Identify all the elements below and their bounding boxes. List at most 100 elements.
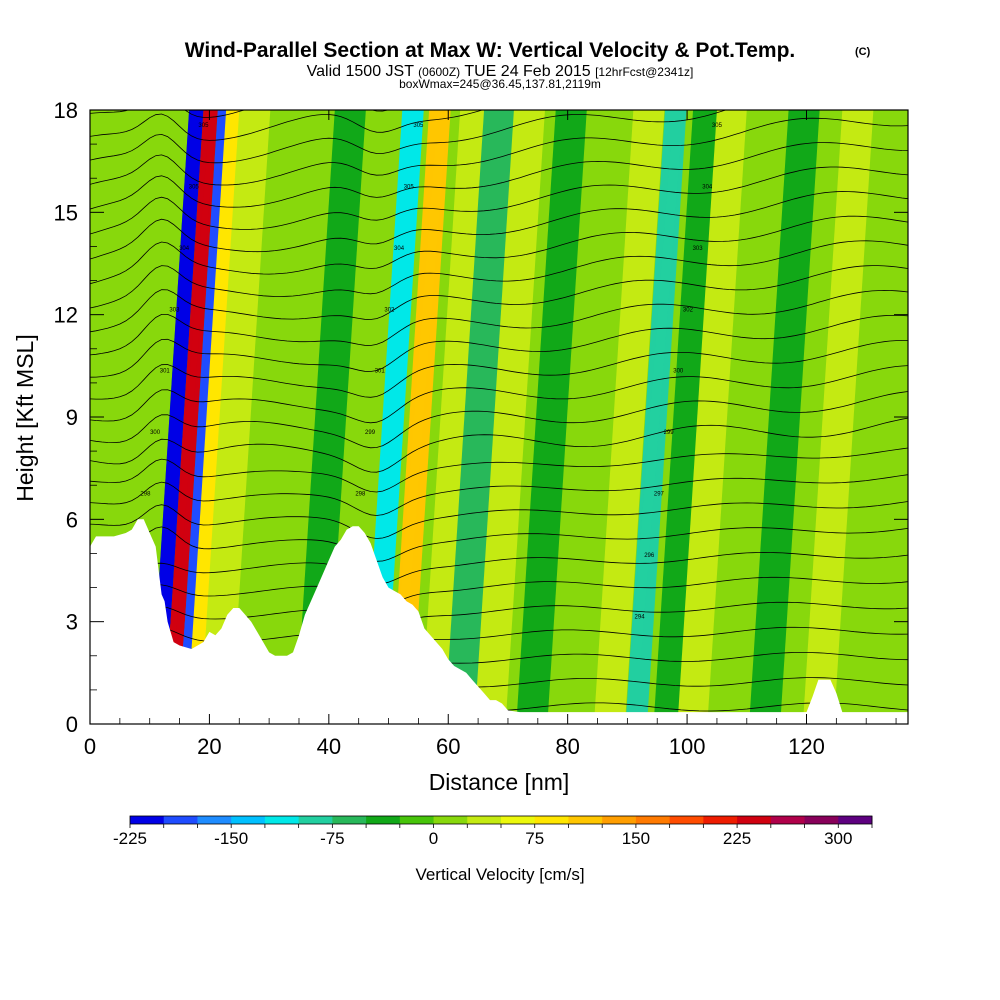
isentrope [90, 391, 908, 449]
y-tick-label: 12 [54, 303, 78, 328]
isentrope [90, 501, 908, 539]
velocity-band [295, 110, 366, 724]
velocity-band [749, 110, 820, 724]
velocity-band [802, 110, 874, 724]
velocity-band [235, 110, 307, 724]
contour-label: 301 [160, 369, 171, 375]
velocity-band [516, 110, 587, 724]
colorbar-tick-label: -225 [113, 829, 147, 848]
colorbar-swatch [669, 816, 704, 824]
isentrope [90, 215, 908, 285]
contour-label: 304 [394, 246, 405, 252]
isentrope [90, 365, 908, 424]
velocity-band [593, 110, 665, 724]
contour-label: 303 [693, 246, 704, 252]
colorbar-swatch [366, 816, 401, 824]
y-axis: 0 3 6 9 12 15 18 [54, 98, 908, 737]
x-tick-label: 100 [669, 734, 706, 759]
x-tick-label: 120 [788, 734, 825, 759]
colorbar-tick-label: -75 [320, 829, 345, 848]
velocity-core-fill [395, 144, 445, 656]
contour-label: 300 [150, 430, 161, 436]
isentrope [90, 551, 908, 585]
isentrope [90, 166, 908, 235]
isentrope [90, 265, 908, 333]
contour-label: 304 [702, 184, 713, 190]
isentrope [90, 474, 908, 516]
colorbar-swatch [534, 816, 569, 824]
colorbar-label: Vertical Velocity [cm/s] [415, 865, 584, 884]
colorbar-tick-label: -150 [214, 829, 248, 848]
colorbar-tick-label: 150 [622, 829, 650, 848]
y-tick-label: 15 [54, 200, 78, 225]
x-axis-label: Distance [nm] [429, 769, 570, 795]
colorbar-swatch [332, 816, 367, 824]
isentrope [90, 447, 908, 493]
x-axis: 0 20 40 60 80 100 120 [84, 110, 897, 759]
contour-label: 305 [198, 123, 209, 129]
contour-label: 304 [179, 246, 190, 252]
contour-label: 298 [355, 491, 366, 497]
y-tick-label: 3 [66, 610, 78, 635]
colorbar-swatch [804, 816, 839, 824]
isentrope [90, 417, 908, 473]
isentrope [90, 191, 908, 260]
colorbar-swatch [635, 816, 671, 824]
contour-label: 305 [413, 123, 424, 129]
y-tick-label: 6 [66, 507, 78, 532]
contour-label: 298 [140, 491, 151, 497]
isentrope [90, 340, 908, 400]
isentrope [90, 117, 908, 186]
colorbar-tick-label: 0 [429, 829, 438, 848]
isentrope [90, 142, 908, 210]
chart-subtitle-box: boxWmax=245@36.45,137.81,2119m [399, 77, 601, 91]
isentrope [90, 526, 908, 562]
x-tick-label: 40 [317, 734, 341, 759]
colorbar-swatch [467, 816, 502, 824]
colorbar-tick-label: 225 [723, 829, 751, 848]
isentrope [90, 110, 484, 141]
contour-label: 297 [654, 491, 665, 497]
contour-label: 296 [644, 553, 655, 559]
colorbar-swatch [602, 816, 637, 824]
contour-label: 302 [683, 307, 694, 313]
velocity-core-fill [167, 144, 214, 656]
contour-label: 294 [635, 614, 646, 620]
x-tick-label: 80 [555, 734, 579, 759]
velocity-band [552, 110, 623, 724]
contour-label: 305 [404, 184, 415, 190]
contour-label: 305 [189, 184, 200, 190]
velocity-band [199, 110, 271, 724]
terrain [90, 519, 908, 724]
isentrope [90, 576, 908, 607]
y-tick-label: 0 [66, 712, 78, 737]
contour-label: 300 [673, 369, 684, 375]
colorbar-swatch [197, 816, 232, 824]
velocity-band [677, 110, 748, 724]
contour-label: 301 [375, 369, 386, 375]
x-tick-label: 20 [197, 734, 221, 759]
contour-label: 299 [365, 430, 376, 436]
colorbar-swatch [501, 816, 536, 824]
copyright-mark: (C) [855, 46, 871, 58]
colorbar-swatch [737, 816, 772, 824]
chart-subtitle: Valid 1500 JST (0600Z) TUE 24 Feb 2015 [… [307, 63, 694, 80]
velocity-band [444, 110, 516, 724]
velocity-core-fill [631, 144, 681, 656]
contour-label: 302 [384, 307, 395, 313]
velocity-band [850, 110, 908, 724]
colorbar-swatch [399, 816, 435, 824]
colorbar-swatch [163, 816, 198, 824]
colorbar-tick-label: 75 [525, 829, 544, 848]
contour-label: 299 [664, 430, 675, 436]
colorbar-swatch [770, 816, 806, 824]
y-axis-label: Height [Kft MSL] [12, 334, 38, 501]
isentrope [90, 110, 390, 118]
colorbar-swatch [703, 816, 738, 824]
colorbar-swatch [264, 816, 300, 824]
velocity-band [474, 110, 545, 724]
colorbar [129, 815, 873, 825]
colorbar-tick-label: 300 [824, 829, 852, 848]
y-tick-label: 18 [54, 98, 78, 123]
